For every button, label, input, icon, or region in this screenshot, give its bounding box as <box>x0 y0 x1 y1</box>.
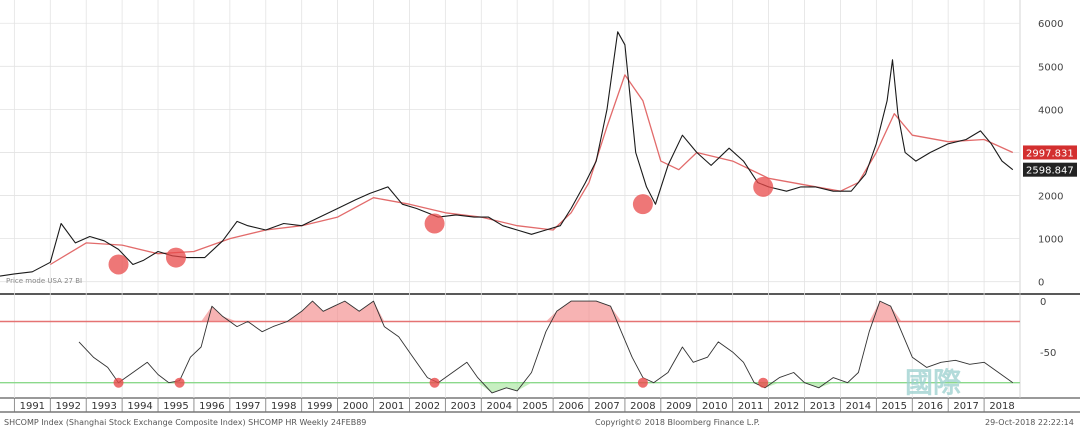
osc-tick-label: 0 <box>1040 297 1046 308</box>
value-label-box <box>1023 145 1077 160</box>
x-tick-label: 2009 <box>666 401 691 412</box>
x-tick-label: 1998 <box>271 401 296 412</box>
x-tick-label: 1995 <box>163 401 188 412</box>
price-tick-label: 0 <box>1038 278 1044 289</box>
label-layer: 1991 1992 1993 1994 1995 1996 1997 1998 1999 2000… <box>20 19 1077 412</box>
osc-highlight-marker <box>429 377 440 388</box>
price-tick-label: 5000 <box>1038 62 1063 73</box>
osc-highlight-marker <box>637 377 648 388</box>
x-tick-label: 2016 <box>917 401 942 412</box>
fill-layer <box>201 301 902 393</box>
osc-tick-label: -50 <box>1040 348 1056 359</box>
legend-small: Price mode USA 27 BI <box>6 277 82 285</box>
x-tick-label: 2000 <box>343 401 368 412</box>
x-tick-label: 2013 <box>810 401 835 412</box>
price-line <box>0 31 1014 277</box>
x-tick-label: 2015 <box>882 401 907 412</box>
line-layer <box>0 31 1014 394</box>
x-tick-label: 2008 <box>630 401 655 412</box>
oscillator-line <box>78 300 1014 394</box>
x-tick-label: 2017 <box>953 401 978 412</box>
x-tick-label: 1997 <box>235 401 260 412</box>
value-label-text: 2997.831 <box>1026 148 1074 159</box>
mark-layer <box>108 176 774 388</box>
moving-average-line <box>49 74 1014 266</box>
x-tick-label: 1992 <box>56 401 81 412</box>
x-tick-label: 1999 <box>307 401 332 412</box>
x-tick-label: 2006 <box>558 401 583 412</box>
price-highlight-marker <box>165 247 186 268</box>
price-tick-label: 4000 <box>1038 105 1063 116</box>
price-highlight-marker <box>108 254 129 275</box>
price-tick-label: 1000 <box>1038 235 1063 246</box>
value-label-text: 2598.847 <box>1026 166 1074 177</box>
x-tick-label: 2014 <box>846 401 871 412</box>
price-highlight-marker <box>632 194 653 215</box>
oversold-fill <box>477 382 834 393</box>
x-tick-label: 1996 <box>199 401 224 412</box>
x-tick-label: 1994 <box>127 401 152 412</box>
x-tick-label: 2010 <box>702 401 727 412</box>
value-label-box <box>1023 162 1077 177</box>
price-highlight-marker <box>424 213 445 234</box>
osc-highlight-marker <box>113 377 124 388</box>
x-tick-label: 1993 <box>91 401 116 412</box>
x-tick-label: 2012 <box>774 401 799 412</box>
x-tick-label: 2003 <box>451 401 476 412</box>
footer-left: SHCOMP Index (Shanghai Stock Exchange Co… <box>4 418 366 427</box>
x-tick-label: 2005 <box>522 401 547 412</box>
x-tick-label: 2018 <box>989 401 1014 412</box>
osc-highlight-marker <box>758 377 769 388</box>
price-tick-label: 2000 <box>1038 192 1063 203</box>
x-tick-label: 2002 <box>415 401 440 412</box>
grid-layer <box>0 0 1080 413</box>
price-highlight-marker <box>753 176 774 197</box>
x-tick-label: 2004 <box>486 401 511 412</box>
x-tick-label: 2001 <box>379 401 404 412</box>
overbought-fill <box>201 301 902 322</box>
x-tick-label: 2007 <box>594 401 619 412</box>
watermark-text: 國際 <box>905 366 961 399</box>
footer-right: 29-Oct-2018 22:22:14 <box>985 418 1074 427</box>
x-tick-label: 1991 <box>20 401 45 412</box>
price-tick-label: 6000 <box>1038 19 1063 30</box>
footer-center: Copyright© 2018 Bloomberg Finance L.P. <box>595 418 760 427</box>
osc-highlight-marker <box>174 377 185 388</box>
x-tick-label: 2011 <box>738 401 763 412</box>
